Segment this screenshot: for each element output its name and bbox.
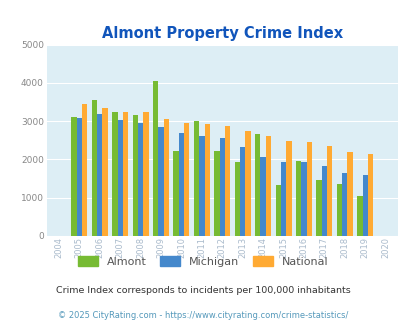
Bar xyxy=(367,154,372,236)
Bar xyxy=(347,152,352,236)
Bar xyxy=(194,121,199,236)
Bar xyxy=(143,112,148,236)
Bar xyxy=(219,138,224,236)
Title: Almont Property Crime Index: Almont Property Crime Index xyxy=(102,26,342,41)
Bar xyxy=(341,173,347,236)
Bar xyxy=(224,126,230,236)
Bar xyxy=(286,141,291,236)
Bar xyxy=(321,166,326,236)
Bar xyxy=(280,162,286,236)
Bar xyxy=(178,133,183,236)
Bar xyxy=(163,119,168,236)
Text: Crime Index corresponds to incidents per 100,000 inhabitants: Crime Index corresponds to incidents per… xyxy=(55,286,350,295)
Bar xyxy=(71,117,77,236)
Legend: Almont, Michigan, National: Almont, Michigan, National xyxy=(78,256,327,267)
Bar xyxy=(132,115,138,236)
Bar xyxy=(138,123,143,236)
Bar xyxy=(173,151,178,236)
Bar xyxy=(82,104,87,236)
Bar xyxy=(275,185,280,236)
Bar xyxy=(204,124,209,236)
Bar xyxy=(112,112,117,236)
Bar xyxy=(306,142,311,236)
Bar xyxy=(158,127,163,236)
Bar xyxy=(77,118,82,236)
Bar xyxy=(265,136,271,236)
Bar xyxy=(239,147,245,236)
Bar xyxy=(234,162,239,236)
Bar xyxy=(362,176,367,236)
Bar xyxy=(301,162,306,236)
Bar xyxy=(123,112,128,236)
Bar xyxy=(183,123,189,236)
Bar xyxy=(199,136,204,236)
Text: © 2025 CityRating.com - https://www.cityrating.com/crime-statistics/: © 2025 CityRating.com - https://www.city… xyxy=(58,312,347,320)
Bar xyxy=(326,146,332,236)
Bar xyxy=(245,131,250,236)
Bar xyxy=(153,81,158,236)
Bar xyxy=(97,115,102,236)
Bar xyxy=(260,157,265,236)
Bar xyxy=(214,151,219,236)
Bar xyxy=(356,196,362,236)
Bar xyxy=(117,119,123,236)
Bar xyxy=(315,181,321,236)
Bar xyxy=(92,100,97,236)
Bar xyxy=(336,183,341,236)
Bar xyxy=(295,161,301,236)
Bar xyxy=(102,108,107,236)
Bar xyxy=(254,134,260,236)
